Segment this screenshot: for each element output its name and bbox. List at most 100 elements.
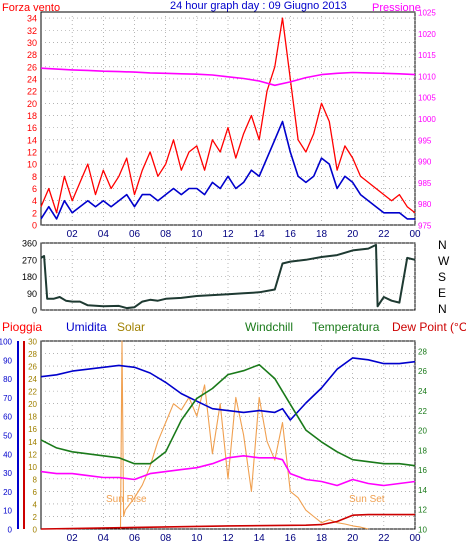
pressure-line (40, 67, 416, 87)
y-tick-humidity: 70 (3, 394, 12, 403)
y-tick-wind: 2 (32, 208, 37, 218)
y-tick-wind: 18 (27, 111, 37, 121)
y-tick-humidity: 0 (8, 526, 13, 535)
dewpoint-line (40, 454, 416, 487)
y-tick-temperature: 14 (418, 486, 427, 495)
y-tick-direction: 0 (32, 306, 37, 316)
x-tick-label: 00 (409, 229, 421, 240)
y-tick-solar: 30 (28, 338, 37, 347)
humidity-line (40, 357, 416, 421)
x-tick-label: 22 (378, 533, 390, 544)
y-tick-humidity: 10 (3, 507, 12, 516)
wind-pressure-plot (40, 11, 416, 226)
x-tick-label: 20 (347, 229, 359, 240)
wind-direction-line (40, 243, 416, 310)
y-tick-pressure: 1000 (418, 115, 436, 124)
y-tick-direction: 90 (27, 289, 37, 299)
sunrise-annotation: Sun Rise (106, 494, 147, 505)
umidita-label: Umidita (66, 320, 107, 334)
y-tick-humidity: 20 (3, 488, 12, 497)
pressione-label: Pressione (372, 2, 421, 14)
y-tick-solar: 4 (33, 500, 38, 509)
y-tick-wind: 16 (27, 123, 37, 133)
x-tick-label: 06 (129, 229, 141, 240)
x-tick-label: 16 (285, 229, 297, 240)
y-tick-pressure: 995 (418, 136, 432, 145)
compass-n-top: N (438, 238, 447, 252)
y-tick-temperature: 26 (418, 367, 427, 376)
x-tick-label: 10 (191, 533, 203, 544)
y-tick-direction: 360 (22, 239, 37, 249)
x-tick-label: 12 (222, 229, 234, 240)
temperatura-label: Temperatura (312, 320, 380, 334)
wind-gust-line (40, 17, 416, 214)
x-tick-label: 16 (285, 533, 297, 544)
forza-vento-label: Forza vento (2, 2, 60, 14)
y-tick-solar: 26 (28, 363, 37, 372)
x-tick-label: 08 (160, 229, 172, 240)
dewpoint-label: Dew Point (°C) (392, 320, 466, 334)
pioggia-label: Pioggia (2, 320, 42, 334)
x-tick-label: 18 (316, 229, 328, 240)
y-tick-solar: 12 (28, 450, 37, 459)
y-tick-temperature: 12 (418, 506, 427, 515)
solar-line (119, 340, 369, 530)
sunset-annotation: Sun Set (349, 494, 385, 505)
x-tick-label: 22 (378, 229, 390, 240)
y-tick-pressure: 985 (418, 179, 432, 188)
y-tick-wind: 20 (27, 99, 37, 109)
x-tick-label: 06 (129, 533, 141, 544)
y-tick-wind: 6 (32, 184, 37, 194)
y-tick-solar: 20 (28, 400, 37, 409)
y-tick-solar: 28 (28, 350, 37, 359)
y-tick-wind: 34 (27, 14, 37, 24)
y-tick-wind: 32 (27, 26, 37, 36)
y-tick-solar: 18 (28, 413, 37, 422)
y-tick-solar: 8 (33, 475, 38, 484)
y-tick-wind: 22 (27, 87, 37, 97)
y-tick-temperature: 24 (418, 387, 427, 396)
rain-line (40, 513, 415, 530)
x-tick-label: 20 (347, 533, 359, 544)
x-tick-label: 08 (160, 533, 172, 544)
y-tick-wind: 14 (27, 135, 37, 145)
y-tick-wind: 12 (27, 147, 37, 157)
y-tick-wind: 24 (27, 74, 37, 84)
wind-direction-plot (40, 242, 416, 311)
x-tick-label: 00 (409, 533, 421, 544)
y-tick-humidity: 50 (3, 432, 12, 441)
y-tick-pressure: 1010 (418, 72, 436, 81)
x-tick-label: 10 (191, 229, 203, 240)
y-tick-humidity: 30 (3, 469, 12, 478)
compass-e: E (438, 286, 446, 300)
y-tick-wind: 28 (27, 50, 37, 60)
wind-speed-line (40, 120, 415, 220)
y-tick-humidity: 40 (3, 450, 12, 459)
x-tick-label: 02 (67, 229, 79, 240)
y-tick-temperature: 22 (418, 407, 427, 416)
y-tick-solar: 10 (28, 463, 37, 472)
x-tick-label: 12 (222, 533, 234, 544)
y-tick-solar: 24 (28, 375, 37, 384)
y-tick-temperature: 10 (418, 526, 427, 535)
solar-label: Solar (117, 320, 145, 334)
y-tick-solar: 6 (33, 488, 38, 497)
y-tick-wind: 0 (32, 221, 37, 231)
x-tick-label: 04 (98, 533, 110, 544)
y-tick-humidity: 90 (3, 356, 12, 365)
y-tick-humidity: 100 (0, 338, 13, 347)
y-tick-pressure: 980 (418, 200, 432, 209)
x-tick-label: 14 (254, 229, 266, 240)
y-tick-solar: 22 (28, 388, 37, 397)
y-tick-temperature: 20 (418, 427, 427, 436)
compass-n-bottom: N (438, 302, 447, 316)
compass-s: S (438, 270, 446, 284)
y-tick-wind: 10 (27, 160, 37, 170)
y-tick-wind: 4 (32, 196, 37, 206)
compass-w: W (438, 254, 450, 268)
y-tick-direction: 270 (22, 255, 37, 265)
y-tick-humidity: 80 (3, 375, 12, 384)
windchill-label: Windchill (245, 320, 293, 334)
tick-layer: 0246810121416182022242628303234975980985… (0, 9, 436, 545)
